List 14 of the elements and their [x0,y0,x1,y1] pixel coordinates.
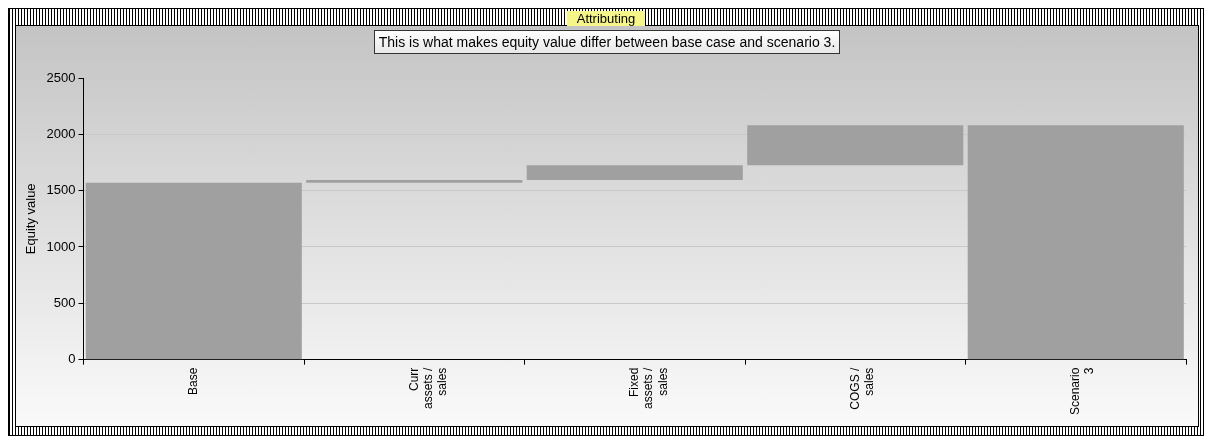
x-tick-label: Base [186,367,201,395]
x-tick-label: Curr assets / sales [406,366,450,409]
chart-subtitle: This is what makes equity value differ between base case and scenario 3. [373,30,841,54]
x-tick-label: Scenario 3 [1068,367,1097,416]
x-tick-label: Fixed assets / sales [627,366,670,409]
y-tick-label: 2500 [46,69,76,85]
y-tick-label: 500 [53,294,76,310]
y-tick-label: 1000 [46,238,76,254]
x-tick-label: COGS / sales [847,366,876,410]
y-tick-label: 1500 [46,182,76,198]
y-tick-label: 2000 [46,125,76,141]
y-axis-title: Equity value [23,183,39,255]
y-tick-label: 0 [68,351,76,367]
chart-title: Attributing [566,11,646,26]
